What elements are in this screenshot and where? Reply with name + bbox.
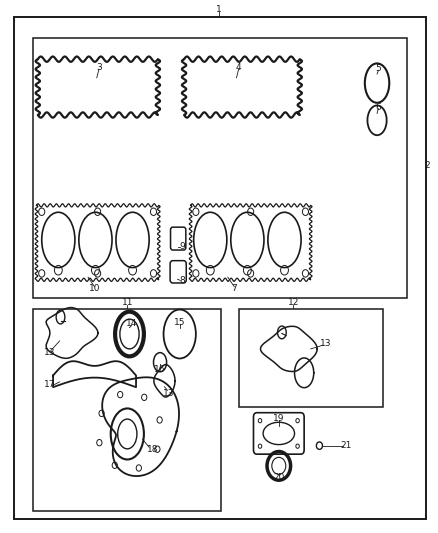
Text: 13: 13 [163,389,174,398]
Text: 17: 17 [44,380,56,389]
Bar [33,309,221,511]
Text: 3: 3 [96,63,102,71]
Bar [239,309,383,407]
Text: 2: 2 [424,161,430,170]
Text: 5: 5 [375,64,381,72]
Text: 7: 7 [231,284,237,293]
Ellipse shape [120,319,139,349]
Text: 20: 20 [273,473,285,482]
Ellipse shape [272,457,286,474]
Text: 12: 12 [287,298,299,307]
Bar [33,38,407,298]
Text: 10: 10 [89,284,100,293]
Text: 13: 13 [320,339,332,348]
Text: 13: 13 [44,348,55,357]
Text: 15: 15 [174,318,185,327]
Text: 6: 6 [375,102,381,111]
Text: 1: 1 [216,5,222,14]
Text: 18: 18 [147,446,159,455]
Text: 16: 16 [154,365,166,374]
Text: 4: 4 [236,63,241,71]
Text: 8: 8 [179,276,185,285]
Text: 9: 9 [179,243,185,252]
Text: 21: 21 [340,441,351,450]
Text: 19: 19 [273,414,285,423]
Text: 14: 14 [126,319,138,328]
Text: 11: 11 [122,298,133,307]
